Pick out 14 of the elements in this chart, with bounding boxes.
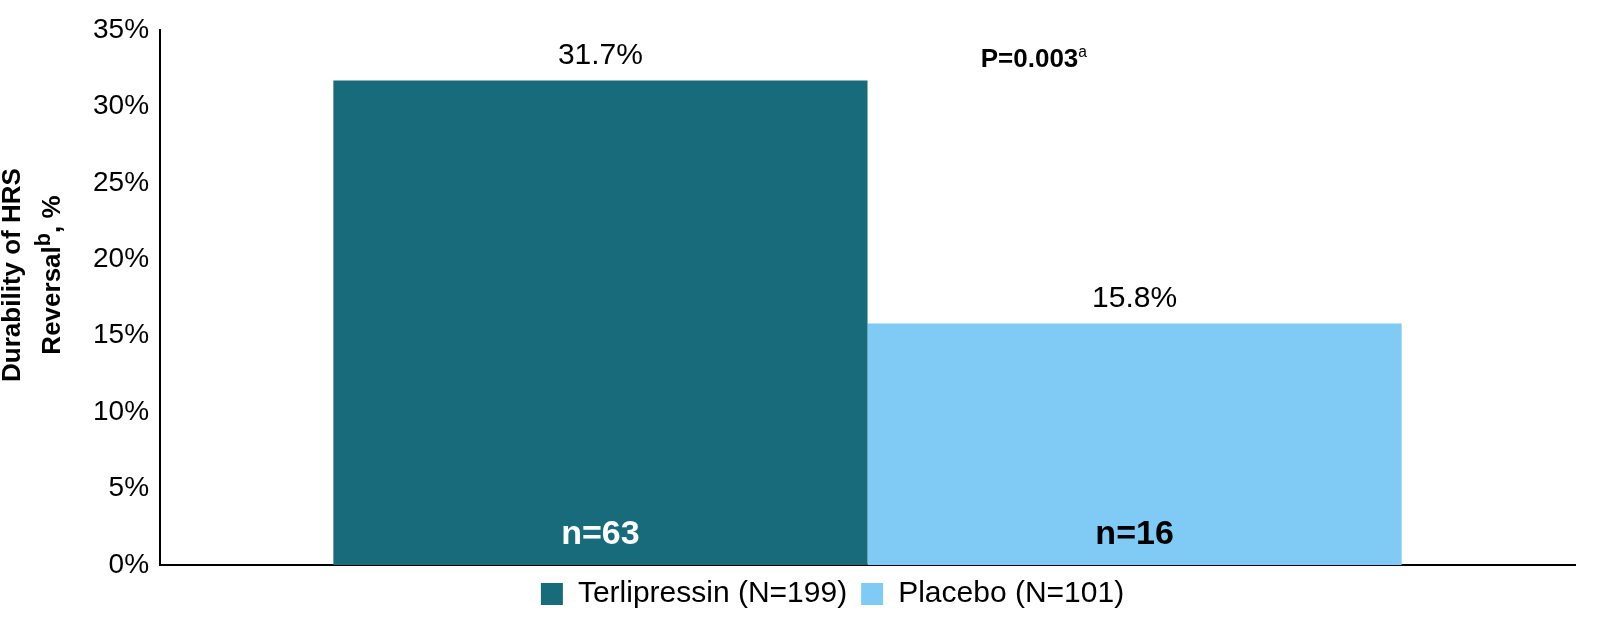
y-tick-label: 35% [92, 12, 150, 44]
y-tick-label: 15% [92, 318, 150, 350]
annotation: n=63 [561, 513, 640, 552]
y-tick-label: 30% [92, 89, 150, 121]
y-tick-label: 25% [92, 165, 150, 197]
legend-label: Terlipressin (N=199) [577, 575, 848, 609]
annotation: n=16 [1095, 513, 1174, 552]
y-tick-label: 20% [92, 242, 150, 273]
y-tick-label: 5% [108, 471, 150, 503]
y-tick-label: 0% [108, 547, 150, 579]
data-label: 15.8% [1092, 279, 1178, 313]
y-tick-label: 10% [92, 394, 150, 426]
legend-label: Placebo (N=101) [898, 575, 1125, 609]
data-label: 31.7% [557, 36, 643, 70]
